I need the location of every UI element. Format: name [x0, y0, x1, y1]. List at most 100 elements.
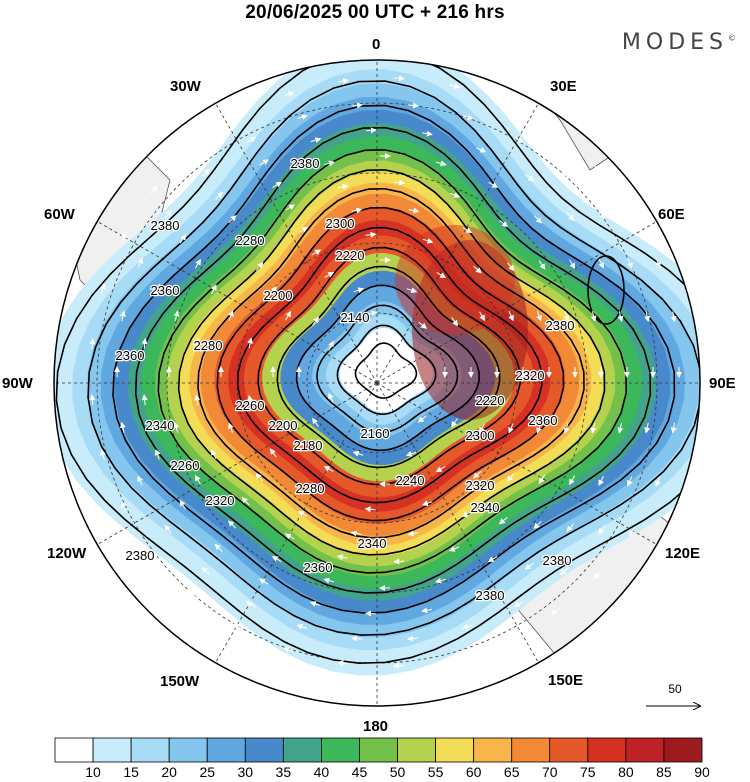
wind-arrow [285, 204, 296, 211]
contour-label: 2320 [516, 368, 545, 383]
wind-arrow [598, 210, 606, 220]
wind-arrow [283, 91, 295, 97]
contour-3 [134, 126, 652, 594]
colorbar-tick-label: 75 [580, 764, 596, 780]
colorbar-tick-label: 25 [199, 764, 216, 780]
colorbar-swatch-11 [473, 737, 513, 763]
colorbar-swatch-1 [92, 737, 132, 763]
wind-arrow [173, 422, 180, 433]
wind-arrow [407, 635, 419, 642]
contour-label: 2320 [466, 478, 495, 493]
contour-label: 2300 [326, 216, 355, 231]
wind-arrow [508, 423, 514, 434]
height-contours [55, 60, 700, 665]
wind-arrow [514, 136, 525, 143]
contour-label: 2380 [543, 553, 572, 568]
contour-label: 2360 [116, 348, 145, 363]
wind-arrow [536, 311, 542, 322]
wind-arrow [285, 310, 292, 321]
wind-arrow [506, 473, 515, 482]
contour-label: 2340 [358, 536, 387, 551]
reference-vector-label: 50 [668, 682, 682, 696]
wind-arrow [421, 607, 432, 614]
wind-arrow [451, 418, 458, 428]
wind-arrow [297, 510, 308, 517]
wind-arrow [137, 475, 143, 486]
wind-arrow [245, 601, 256, 608]
wind-arrow [350, 530, 362, 537]
colorbar-swatch-13 [549, 737, 589, 763]
wind-arrow [338, 78, 350, 84]
wind-arrow [501, 636, 512, 643]
wind-arrow [627, 476, 633, 487]
contour-12 [316, 304, 459, 434]
wind-arrow [393, 558, 405, 565]
wind-arrow [241, 238, 250, 247]
wind-arrow [247, 394, 253, 406]
wind-arrow [569, 259, 576, 270]
lon-label-180: 180 [363, 718, 389, 735]
wind-arrow [247, 337, 253, 349]
colorbar-tick-label: 30 [237, 764, 254, 780]
wind-arrow [536, 423, 542, 434]
wind-arrow [272, 181, 283, 188]
wind-arrow [365, 427, 377, 434]
contour-label: 2300 [466, 428, 495, 443]
contour-label: 2180 [294, 438, 323, 453]
wind-arrow [324, 271, 335, 278]
colorbar-swatch-15 [625, 737, 665, 763]
contour-label: 2360 [151, 283, 180, 298]
wind-arrow [627, 258, 633, 269]
contour-11 [295, 284, 480, 452]
wind-arrow [449, 83, 461, 90]
contour-14 [354, 342, 418, 399]
wind-arrow [187, 590, 197, 598]
wind-arrow [194, 474, 201, 485]
wind-arrow [284, 533, 295, 540]
lon-label-90w: 90W [2, 375, 33, 392]
wind-arrow [233, 114, 244, 121]
wind-arrow [629, 208, 636, 219]
colorbar-tick-label: 80 [618, 764, 634, 780]
lon-label-60e: 60E [658, 206, 685, 223]
wind-arrow [563, 311, 570, 322]
wind-arrow [598, 258, 604, 269]
wind-arrow [418, 321, 428, 329]
wind-arrow [283, 647, 294, 653]
colorbar-swatch-7 [321, 737, 360, 763]
lon-label-150e: 150E [548, 672, 584, 689]
colorbar-tick-label: 70 [541, 764, 558, 780]
wind-arrow [241, 496, 250, 506]
wind-arrow [100, 283, 106, 295]
colorbar-swatch-10 [435, 737, 475, 763]
contour-label: 2340 [471, 500, 500, 515]
contour-label: 2360 [529, 413, 558, 428]
contour-0 [55, 60, 700, 665]
wind-arrow [228, 214, 237, 224]
wind-arrow [593, 165, 602, 174]
contour-label: 2240 [396, 473, 425, 488]
contour-4 [157, 149, 628, 574]
wind-arrow [560, 169, 569, 177]
brand-logo: MODES© [621, 30, 736, 55]
wind-arrow [538, 260, 546, 270]
wind-arrow [309, 600, 321, 607]
colorbar-tick-label: 10 [85, 764, 101, 780]
wind-arrow [644, 422, 651, 434]
lon-label-30w: 30W [170, 78, 201, 95]
wind-arrow [150, 549, 158, 559]
contour-9 [257, 246, 521, 486]
wind-arrow [563, 423, 570, 434]
colorbar-swatch-9 [397, 737, 436, 763]
wind-arrow [311, 249, 322, 256]
wind-arrow [296, 623, 308, 630]
wind-arrow [328, 392, 334, 403]
wind-arrow [353, 287, 365, 294]
wind-arrow [462, 227, 473, 234]
contour-label: 2140 [341, 310, 370, 325]
wind-arrow [164, 209, 172, 219]
colorbar-tick-label: 20 [161, 764, 177, 780]
wind-arrow [629, 526, 636, 537]
wind-arrow [297, 114, 308, 121]
colorbar-tick-label: 55 [427, 764, 444, 780]
